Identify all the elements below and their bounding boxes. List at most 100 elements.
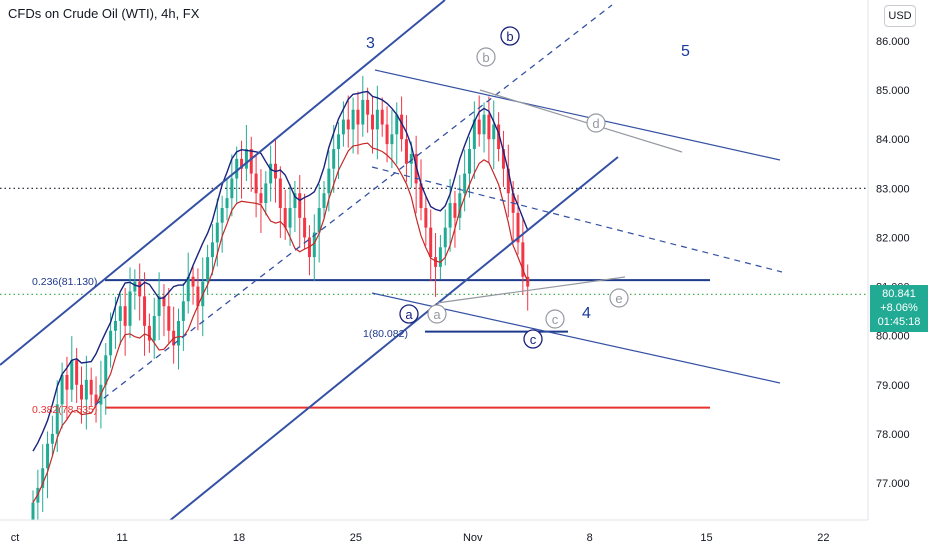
candles [31, 75, 530, 535]
candle-body [230, 178, 234, 199]
wave-d-circle-grey[interactable] [586, 113, 606, 133]
wave-c-circle-blue[interactable] [523, 329, 543, 349]
candle-body [31, 502, 35, 523]
candle-body [356, 109, 360, 125]
price-tick-label: 77.000 [876, 478, 910, 490]
lower-envelope-line [32, 142, 529, 503]
price-scale-bg[interactable] [868, 0, 932, 550]
candle-body [167, 306, 171, 331]
candle-body [41, 468, 45, 488]
candle-body [463, 173, 467, 194]
candle-body [143, 296, 147, 326]
candle-body [133, 281, 137, 292]
wave-c-grey-label: c [552, 312, 559, 327]
candle-body [419, 183, 423, 208]
candle-body [264, 183, 268, 204]
fib-1-label: 1(80.082) [363, 328, 408, 340]
candle-body [293, 193, 297, 208]
candle-body [162, 296, 166, 307]
candle-body [458, 193, 462, 218]
grey-lower-line [436, 276, 626, 304]
candle-body [375, 109, 379, 130]
candle-body [259, 193, 263, 204]
candle-body [123, 306, 127, 326]
candle-body [177, 320, 180, 346]
time-tick-label: ct [11, 532, 20, 544]
price-scale: 86.00085.00084.00083.00082.00081.00080.0… [876, 36, 910, 490]
candle-body [395, 114, 399, 135]
candle-body [506, 168, 510, 194]
wave-b-circle-grey[interactable] [476, 47, 496, 67]
candle-body [113, 320, 117, 331]
candle-body [380, 109, 384, 125]
wave-c-circle-grey[interactable] [545, 309, 565, 329]
candle-body [75, 360, 79, 385]
candle-body [196, 286, 200, 307]
wave-b-circle-blue[interactable] [500, 26, 520, 46]
candle-body [94, 394, 98, 405]
candle-body [46, 443, 50, 469]
price-tick-label: 80.000 [876, 331, 910, 343]
wave-a-grey-label: a [433, 307, 441, 322]
channel-lines [0, 0, 783, 523]
wave-a-circle-grey[interactable] [427, 304, 447, 324]
last-price-value: 80.841 [882, 288, 916, 300]
price-tick-label: 79.000 [876, 380, 910, 392]
candle-body [390, 134, 394, 145]
candle-body [482, 114, 486, 135]
candle-body [210, 242, 214, 258]
candle-body [298, 193, 302, 218]
candle-body [181, 301, 185, 321]
candle-body [288, 207, 292, 228]
price-tick-label: 82.000 [876, 232, 910, 244]
candle-body [468, 149, 471, 174]
wave-a-circle-blue[interactable] [399, 304, 419, 324]
candle-body [526, 276, 530, 287]
candle-body [104, 355, 108, 385]
candle-body [191, 276, 195, 287]
wave-4-label: 4 [582, 305, 591, 322]
grey-upper-line [479, 89, 683, 153]
candle-body [492, 124, 496, 140]
candle-body [254, 173, 258, 194]
triangle-upper-line [374, 69, 781, 161]
candle-body [337, 134, 341, 150]
candle-body [80, 384, 83, 400]
price-tick-label: 83.000 [876, 183, 910, 195]
candle-body [487, 114, 491, 140]
candle-body [312, 232, 316, 258]
candle-body [118, 306, 122, 321]
candle-body [371, 114, 374, 130]
chart-title[interactable]: CFDs on Crude Oil (WTI), 4h, FX [8, 6, 200, 21]
descending-dashed-line [371, 166, 783, 273]
candle-body [249, 149, 253, 174]
price-change-value: +8.06% [880, 302, 918, 314]
candle-body [60, 374, 64, 405]
time-scale-bg[interactable] [0, 520, 932, 550]
fib-382-label: 0.382(78.535) [32, 404, 97, 416]
time-tick-label: 18 [233, 532, 245, 544]
wave-e-circle-grey[interactable] [609, 288, 629, 308]
time-scale: ct 11 18 25 Nov 8 15 22 [11, 532, 830, 544]
wave-a-blue-label: a [405, 307, 413, 322]
candle-body [429, 227, 433, 258]
candle-body [283, 207, 287, 228]
last-price-badge[interactable]: 80.841 +8.06% 01:45:18 [870, 285, 928, 332]
candle-body [186, 276, 190, 302]
candle-body [438, 247, 442, 267]
candle-body [400, 114, 404, 140]
wave-d-grey-label: d [592, 116, 599, 131]
candle-body [235, 158, 239, 179]
candle-body [385, 124, 389, 145]
candle-body [138, 281, 142, 297]
time-tick-label: Nov [463, 532, 483, 544]
candle-body [516, 212, 520, 243]
currency-button[interactable]: USD [884, 5, 916, 27]
time-tick-label: 11 [116, 532, 127, 544]
candle-body [225, 198, 229, 208]
candle-body [157, 296, 161, 317]
candle-body [409, 153, 413, 164]
candle-body [206, 257, 210, 282]
wave-labels: 3 4 5 b b d a a c c e 0.236(81.130) 0.38… [32, 26, 690, 416]
